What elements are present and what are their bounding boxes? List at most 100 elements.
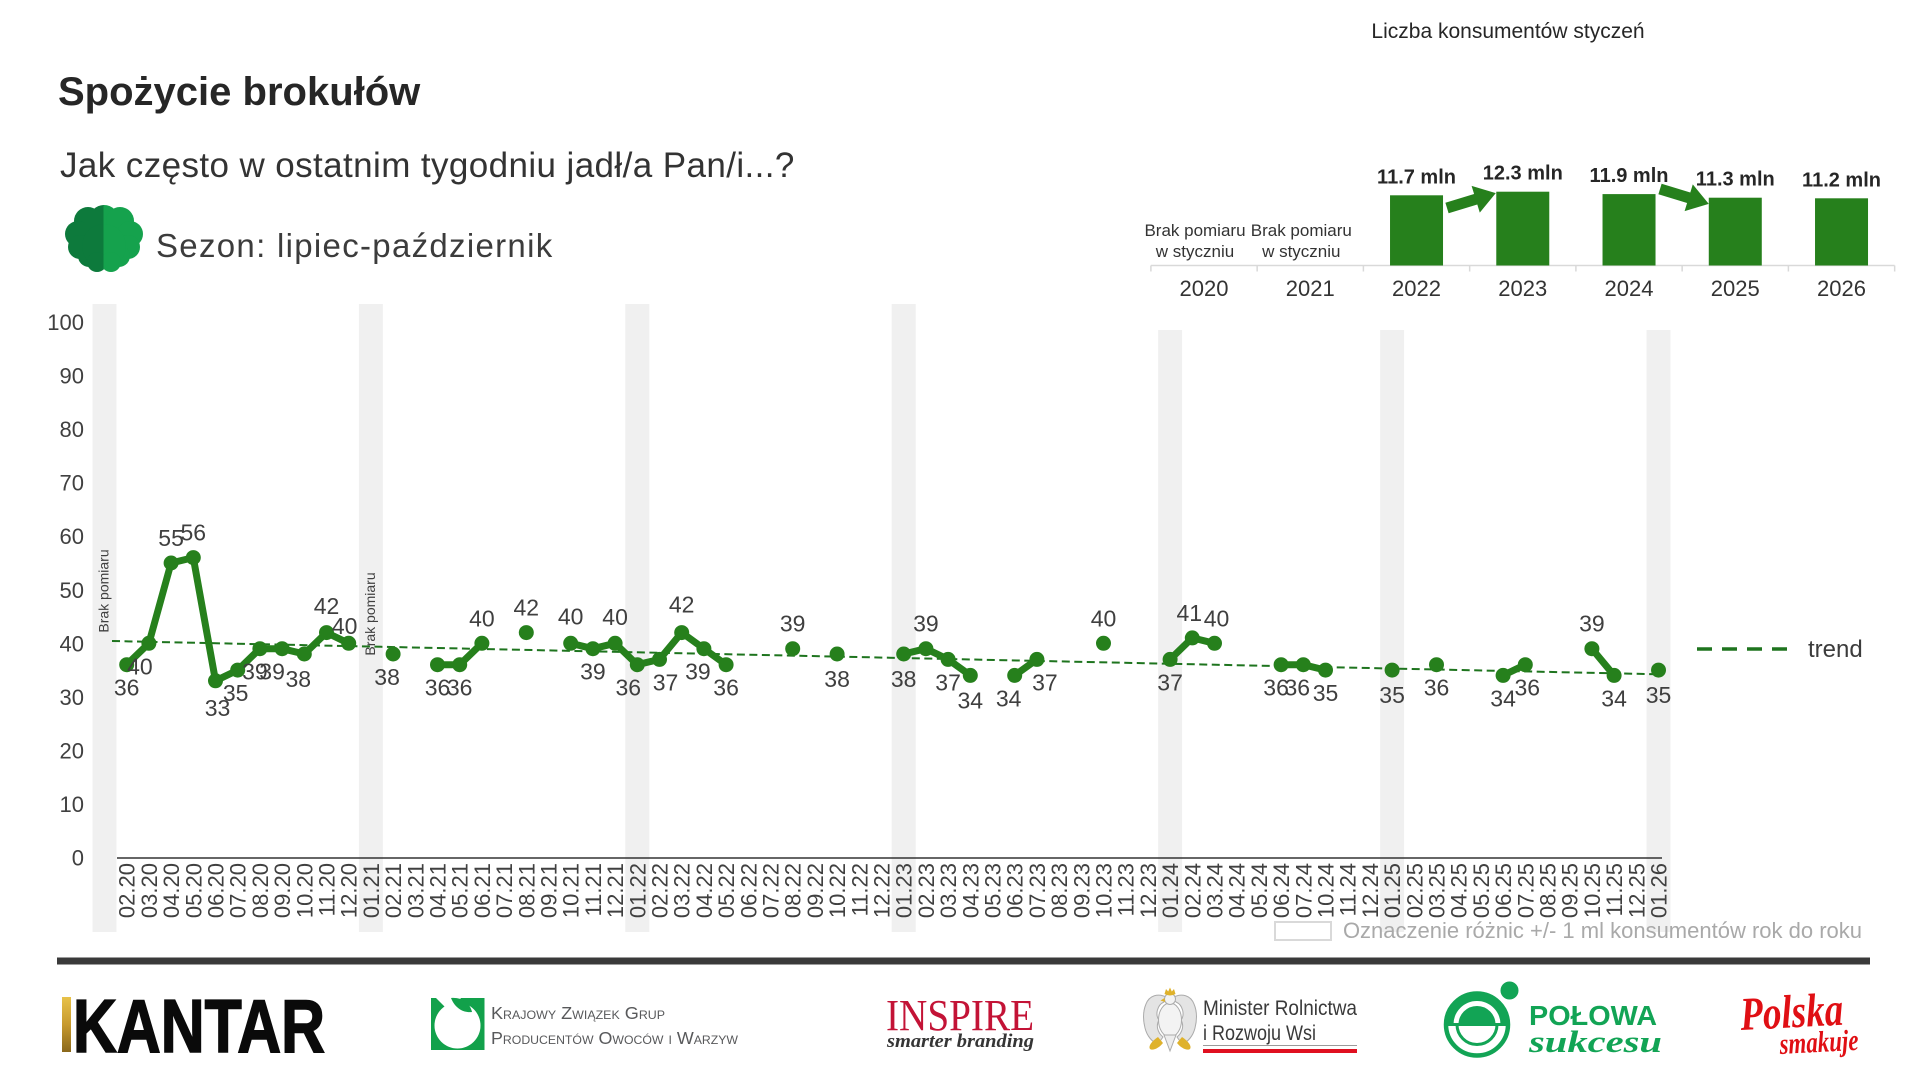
svg-text:36: 36: [1285, 675, 1311, 701]
svg-text:38: 38: [286, 666, 312, 692]
svg-text:Polska: Polska: [1738, 984, 1844, 1041]
svg-text:11.22: 11.22: [847, 863, 872, 916]
svg-text:02.20: 02.20: [115, 863, 140, 918]
svg-text:2021: 2021: [1286, 276, 1335, 301]
svg-text:2023: 2023: [1498, 276, 1547, 301]
svg-text:39: 39: [780, 611, 806, 637]
svg-text:06.21: 06.21: [470, 863, 495, 918]
svg-text:Brak pomiaru: Brak pomiaru: [96, 549, 112, 632]
svg-text:2024: 2024: [1605, 276, 1654, 301]
svg-text:12.3 mln: 12.3 mln: [1483, 163, 1563, 185]
svg-text:03.20: 03.20: [137, 863, 162, 918]
svg-text:38: 38: [374, 664, 400, 690]
svg-text:Minister Rolnictwa: Minister Rolnictwa: [1203, 997, 1357, 1020]
svg-text:07.24: 07.24: [1291, 863, 1316, 918]
svg-text:05.22: 05.22: [714, 863, 739, 918]
svg-text:10: 10: [60, 792, 84, 817]
svg-text:2022: 2022: [1392, 276, 1441, 301]
svg-text:07.21: 07.21: [492, 863, 517, 918]
svg-text:09.21: 09.21: [537, 863, 562, 918]
svg-text:36: 36: [1263, 675, 1289, 701]
svg-text:06.23: 06.23: [1003, 863, 1028, 918]
svg-text:35: 35: [1379, 682, 1405, 708]
svg-text:05.25: 05.25: [1469, 863, 1494, 918]
svg-text:07.22: 07.22: [759, 863, 784, 918]
svg-text:04.22: 04.22: [692, 863, 717, 918]
svg-text:35: 35: [223, 680, 249, 706]
svg-text:Brak pomiaru: Brak pomiaru: [1251, 221, 1352, 240]
svg-text:08.20: 08.20: [248, 863, 273, 918]
svg-text:34: 34: [1490, 685, 1516, 711]
svg-text:38: 38: [891, 666, 917, 692]
svg-text:70: 70: [60, 471, 84, 496]
svg-text:03.21: 03.21: [403, 863, 428, 918]
svg-text:08.25: 08.25: [1536, 863, 1561, 918]
svg-text:10.22: 10.22: [825, 863, 850, 918]
svg-text:09.25: 09.25: [1558, 863, 1583, 918]
svg-text:08.22: 08.22: [781, 863, 806, 918]
svg-text:11.21: 11.21: [581, 863, 606, 916]
svg-text:02.22: 02.22: [648, 863, 673, 918]
svg-text:Oznaczenie różnic +/- 1 ml kon: Oznaczenie różnic +/- 1 ml konsumentów r…: [1343, 918, 1862, 943]
svg-text:POŁOWA: POŁOWA: [1529, 1000, 1657, 1031]
svg-text:12.22: 12.22: [870, 863, 895, 918]
svg-text:Brak pomiaru: Brak pomiaru: [1144, 221, 1245, 240]
svg-text:12.23: 12.23: [1136, 863, 1161, 918]
svg-text:INSPIRE: INSPIRE: [886, 991, 1034, 1040]
svg-text:40: 40: [602, 604, 628, 630]
svg-text:41: 41: [1177, 600, 1203, 626]
svg-text:36: 36: [1424, 675, 1450, 701]
svg-text:34: 34: [1601, 685, 1627, 711]
svg-text:07.25: 07.25: [1513, 863, 1538, 918]
svg-text:Sezon: lipiec-październik: Sezon: lipiec-październik: [156, 227, 554, 264]
svg-text:10.24: 10.24: [1314, 863, 1339, 918]
svg-text:Brak pomiaru: Brak pomiaru: [362, 572, 378, 655]
svg-text:40: 40: [127, 653, 153, 679]
svg-text:36: 36: [114, 675, 140, 701]
svg-text:03.22: 03.22: [670, 863, 695, 918]
svg-text:39: 39: [259, 659, 285, 685]
svg-text:10.20: 10.20: [292, 863, 317, 918]
svg-text:55: 55: [158, 525, 184, 551]
svg-text:11.2 mln: 11.2 mln: [1802, 169, 1881, 191]
svg-text:03.23: 03.23: [936, 863, 961, 918]
svg-text:35: 35: [1646, 682, 1672, 708]
svg-text:60: 60: [60, 524, 84, 549]
svg-text:12.25: 12.25: [1624, 863, 1649, 918]
svg-text:33: 33: [205, 695, 231, 721]
svg-text:37: 37: [1157, 669, 1183, 695]
svg-text:03.24: 03.24: [1203, 863, 1228, 918]
svg-text:42: 42: [514, 595, 540, 621]
svg-text:36: 36: [447, 675, 473, 701]
svg-text:11.24: 11.24: [1336, 863, 1361, 916]
svg-text:09.20: 09.20: [270, 863, 295, 918]
svg-text:sukcesu: sukcesu: [1528, 1024, 1662, 1059]
svg-text:Producentów Owoców i Warzyw: Producentów Owoców i Warzyw: [491, 1028, 739, 1048]
svg-text:40: 40: [1204, 605, 1230, 631]
svg-text:07.23: 07.23: [1025, 863, 1050, 918]
svg-text:09.22: 09.22: [803, 863, 828, 918]
svg-text:37: 37: [653, 669, 679, 695]
svg-text:i Rozwoju Wsi: i Rozwoju Wsi: [1203, 1022, 1316, 1045]
svg-text:37: 37: [935, 669, 961, 695]
svg-text:07.20: 07.20: [226, 863, 251, 918]
svg-text:30: 30: [60, 685, 84, 710]
svg-text:05.23: 05.23: [981, 863, 1006, 918]
svg-text:02.21: 02.21: [381, 863, 406, 918]
svg-text:10.21: 10.21: [559, 863, 584, 918]
svg-text:37: 37: [1032, 669, 1058, 695]
svg-text:03.25: 03.25: [1425, 863, 1450, 918]
svg-text:2025: 2025: [1711, 276, 1760, 301]
svg-text:39: 39: [913, 611, 939, 637]
svg-text:42: 42: [669, 592, 695, 618]
svg-text:36: 36: [425, 675, 451, 701]
svg-text:Liczba konsumentów styczeń: Liczba konsumentów styczeń: [1371, 20, 1644, 43]
svg-text:06.22: 06.22: [736, 863, 761, 918]
svg-text:0: 0: [72, 846, 84, 871]
svg-text:40: 40: [469, 605, 495, 631]
svg-text:40: 40: [558, 603, 584, 629]
svg-text:11.25: 11.25: [1602, 863, 1627, 916]
svg-text:35: 35: [1313, 680, 1339, 706]
svg-text:06.25: 06.25: [1491, 863, 1516, 918]
svg-text:KANTAR: KANTAR: [73, 984, 325, 1068]
